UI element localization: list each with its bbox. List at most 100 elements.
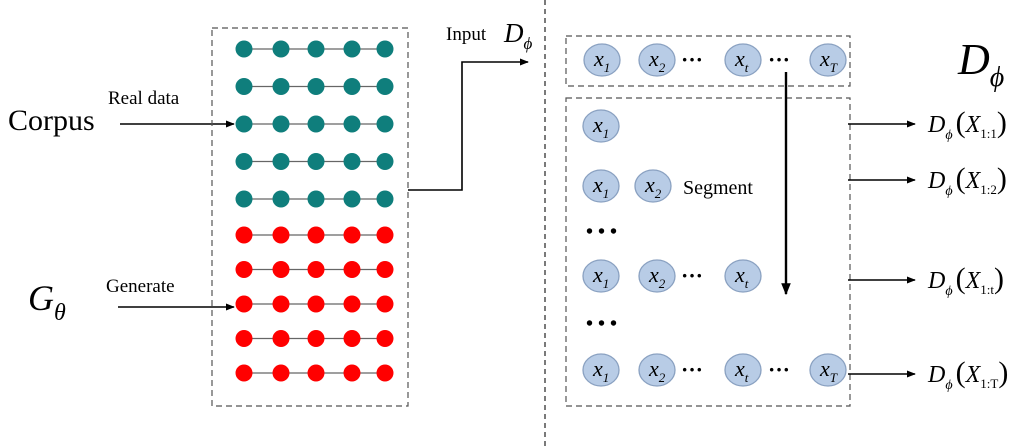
fake-token-dot	[307, 364, 325, 382]
real-sequence-row	[235, 40, 394, 58]
token-ellipsis: ···	[768, 357, 790, 382]
real-token-dot	[376, 78, 394, 95]
real-token-dot	[343, 40, 361, 58]
token-ellipsis: ···	[681, 263, 703, 288]
input-d-phi: Dϕ	[503, 18, 533, 53]
fake-token-dot	[307, 330, 325, 347]
token-circle-shape	[583, 43, 621, 77]
fake-sequence-row	[235, 364, 394, 382]
token-circle-shape	[724, 259, 762, 293]
real-token-dot	[272, 190, 290, 208]
token-label: x2	[648, 262, 666, 291]
real-token-dot	[376, 40, 394, 58]
input-arrow	[408, 58, 529, 191]
real-token-dot	[235, 115, 253, 133]
full-sequence-row: x1 x2 ··· xt ··· xT	[583, 43, 847, 77]
real-token-dot	[272, 78, 290, 95]
token-circle: xt	[724, 259, 762, 293]
real-token-dot	[272, 115, 290, 133]
token-circle-shape	[809, 43, 847, 77]
output-4: Dϕ (X1:T)	[848, 356, 1008, 393]
real-token-dot	[235, 40, 253, 58]
output-label: Dϕ (X1:T)	[927, 356, 1008, 393]
sequence-dot-grid	[235, 40, 394, 382]
real-sequence-row	[235, 115, 394, 133]
segments-box	[565, 97, 851, 407]
real-token-dot	[307, 78, 325, 95]
token-label: x1	[592, 262, 609, 291]
input-label: Input	[446, 24, 487, 45]
fake-token-dot	[272, 330, 290, 347]
token-label: x1	[592, 356, 609, 385]
segment-row-t: x1 x2 ··· xt	[582, 259, 762, 293]
data-box	[211, 27, 409, 407]
real-token-dot	[235, 78, 253, 95]
token-circle: x2	[638, 353, 676, 387]
real-sequence-row	[235, 78, 394, 95]
token-circle: xt	[724, 353, 762, 387]
token-circle: x2	[638, 259, 676, 293]
token-circle: xT	[809, 43, 847, 77]
token-circle: x1	[582, 109, 620, 143]
segment-row-2: x1 x2	[582, 169, 672, 203]
real-token-dot	[272, 40, 290, 58]
real-token-dot	[235, 190, 253, 208]
fake-token-dot	[307, 295, 325, 313]
fake-token-dot	[235, 364, 253, 382]
token-circle-shape	[634, 169, 672, 203]
real-token-dot	[307, 115, 325, 133]
token-label: x1	[593, 46, 610, 75]
fake-token-dot	[343, 330, 361, 347]
token-circle-shape	[582, 259, 620, 293]
fake-token-dot	[272, 364, 290, 382]
fake-token-dot	[272, 295, 290, 313]
token-circle: xt	[724, 43, 762, 77]
ellipsis-row-2: • • •	[586, 313, 617, 335]
output-2: Dϕ (X1:2)	[848, 162, 1007, 199]
token-label: xt	[734, 46, 749, 75]
token-label: x2	[648, 356, 666, 385]
fake-sequence-row	[235, 226, 394, 244]
fake-token-dot	[376, 364, 394, 382]
token-circle-shape	[638, 353, 676, 387]
segment-row-1: x1	[582, 109, 620, 143]
token-circle: x2	[638, 43, 676, 77]
fake-token-dot	[343, 364, 361, 382]
segment-rows: x1 x1 x2 x1 x2 ··· xt x1 x2 ··· xt ··· xT	[582, 109, 847, 387]
real-token-dot	[307, 153, 325, 170]
segment-row-T: x1 x2 ··· xt ··· xT	[582, 353, 847, 387]
fake-token-dot	[235, 330, 253, 347]
fake-sequence-row	[235, 261, 394, 278]
token-label: x2	[648, 46, 666, 75]
token-circle-shape	[582, 169, 620, 203]
token-circle-shape	[638, 43, 676, 77]
real-token-dot	[343, 78, 361, 95]
token-circle-shape	[582, 109, 620, 143]
fake-token-dot	[235, 261, 253, 278]
real-token-dot	[307, 190, 325, 208]
token-circle: x2	[634, 169, 672, 203]
fake-token-dot	[343, 295, 361, 313]
real-token-dot	[376, 115, 394, 133]
token-ellipsis: ···	[768, 47, 790, 72]
token-label: xt	[734, 262, 749, 291]
token-circle: x1	[582, 259, 620, 293]
fake-token-dot	[376, 261, 394, 278]
token-circle-shape	[638, 259, 676, 293]
token-circle-shape	[724, 353, 762, 387]
fake-token-dot	[376, 295, 394, 313]
fake-sequence-row	[235, 295, 394, 313]
real-data-label: Real data	[108, 88, 180, 109]
fake-token-dot	[272, 261, 290, 278]
fake-token-dot	[343, 226, 361, 244]
token-label: xT	[819, 356, 838, 385]
real-token-dot	[343, 115, 361, 133]
token-label: xT	[819, 46, 838, 75]
token-circle-shape	[582, 353, 620, 387]
real-sequence-row	[235, 153, 394, 170]
token-ellipsis: ···	[681, 47, 703, 72]
output-label: Dϕ (X1:2)	[927, 162, 1007, 199]
real-token-dot	[235, 153, 253, 170]
fake-token-dot	[307, 261, 325, 278]
real-token-dot	[376, 153, 394, 170]
